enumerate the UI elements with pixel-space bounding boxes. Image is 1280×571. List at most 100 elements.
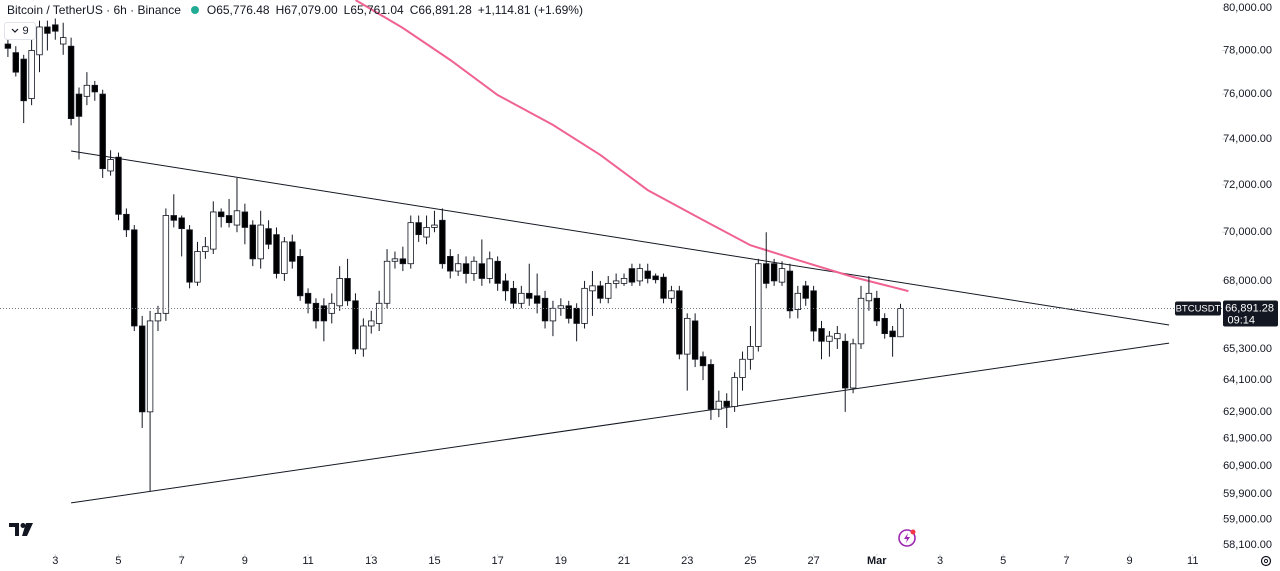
legend: Bitcoin / TetherUS · 6h · Binance O65,77… — [7, 3, 583, 17]
candle-body — [447, 255, 454, 272]
candle-body — [304, 292, 312, 304]
candle-body — [233, 210, 241, 226]
x-tick-label: 13 — [365, 555, 377, 567]
y-tick-label: 80,000.00 — [1223, 2, 1272, 14]
candle-body — [786, 270, 794, 312]
candle-body — [28, 50, 35, 99]
candle-body — [707, 364, 715, 410]
candle-body — [20, 58, 27, 102]
last-price-label: 66,891.28 — [1225, 302, 1274, 314]
candle-body — [510, 287, 517, 304]
trend-line — [71, 150, 1170, 326]
candle-body — [273, 234, 280, 274]
candle-body — [352, 300, 359, 350]
candle-body — [462, 263, 470, 274]
tradingview-logo — [9, 523, 33, 536]
candle-body — [628, 268, 636, 283]
candle-body — [375, 302, 383, 324]
candle-body — [794, 292, 802, 310]
candle-body — [52, 24, 59, 32]
x-tick-label: 5 — [115, 555, 121, 567]
x-tick-label: 7 — [1063, 555, 1069, 567]
candle-body — [849, 343, 857, 389]
candle-body — [249, 224, 256, 260]
candle-body — [620, 278, 628, 284]
candle-body — [391, 258, 399, 262]
legend-open: O65,776.48 — [206, 3, 270, 17]
candle-body — [162, 215, 170, 314]
y-tick-label: 74,000.00 — [1223, 133, 1272, 145]
candle-body — [296, 255, 304, 297]
x-tick-label: 21 — [618, 555, 630, 567]
x-tick-label: 9 — [1127, 555, 1133, 567]
settings-icon[interactable] — [1260, 555, 1272, 567]
candle-body — [644, 270, 651, 279]
candle-body — [755, 263, 762, 347]
candle-body — [652, 275, 659, 281]
candle-body — [431, 224, 438, 228]
candle-body — [518, 292, 525, 304]
candle-body — [715, 400, 723, 410]
x-tick-label: 5 — [1000, 555, 1006, 567]
candle-body — [873, 297, 881, 322]
legend-change: +1,114.81 (+1.69%) — [477, 3, 583, 17]
candle-body — [494, 260, 501, 284]
candle-body — [210, 211, 217, 250]
candle-body — [4, 43, 12, 49]
x-tick-label: 9 — [242, 555, 248, 567]
candle-body — [59, 37, 67, 45]
symbol-title[interactable]: Bitcoin / TetherUS · 6h · Binance — [7, 3, 181, 17]
candle-body — [565, 305, 572, 319]
x-tick-label: Mar — [867, 555, 887, 567]
candle-body — [257, 224, 264, 260]
candle-body — [439, 219, 446, 265]
market-status — [190, 6, 199, 14]
candle-body — [676, 290, 683, 355]
candle-body — [691, 320, 699, 360]
candle-body — [154, 312, 162, 322]
legend-low: L65,761.04 — [343, 3, 404, 17]
candle-body — [99, 93, 106, 170]
x-tick-label: 3 — [937, 555, 943, 567]
candle-body — [107, 159, 114, 172]
candle-body — [36, 26, 43, 56]
candle-body — [336, 278, 343, 307]
x-tick-label: 11 — [302, 555, 313, 567]
candle-body — [368, 320, 375, 327]
moving-average — [354, 0, 909, 293]
candle-body — [454, 263, 462, 272]
candle-body — [810, 290, 817, 332]
candle-body — [842, 340, 849, 389]
candle-body — [312, 302, 320, 322]
candle-body — [770, 263, 778, 282]
symbol-tag-bg — [1175, 301, 1221, 316]
y-tick-label: 62,900.00 — [1223, 406, 1272, 418]
candle-body — [834, 333, 841, 340]
candle-body — [75, 93, 83, 117]
assistant-icon[interactable] — [898, 529, 916, 547]
candle-body — [225, 215, 233, 224]
indicators-toggle[interactable]: 9 — [4, 22, 36, 40]
candle-body — [897, 308, 904, 338]
y-tick-label: 60,900.00 — [1223, 460, 1272, 472]
y-tick-label: 68,000.00 — [1223, 275, 1272, 287]
candle-body — [265, 228, 272, 245]
candle-body — [241, 211, 249, 228]
last-price-tag-bg — [1223, 300, 1278, 327]
candle-body — [597, 285, 604, 299]
candle-body — [605, 282, 612, 299]
candle-body — [573, 307, 580, 324]
candle-body — [723, 400, 730, 407]
y-tick-label: 59,900.00 — [1223, 488, 1272, 500]
legend-close: C66,891.28 — [409, 3, 472, 17]
candle-body — [502, 280, 509, 292]
candle-body — [526, 292, 533, 299]
candle-body — [178, 217, 185, 230]
candle-body — [684, 317, 691, 355]
candle-body — [668, 290, 675, 299]
candle-body — [12, 52, 19, 73]
candle-body — [889, 330, 896, 338]
candle-body — [778, 268, 786, 283]
candle-body — [802, 285, 809, 299]
candle-body — [423, 227, 430, 238]
